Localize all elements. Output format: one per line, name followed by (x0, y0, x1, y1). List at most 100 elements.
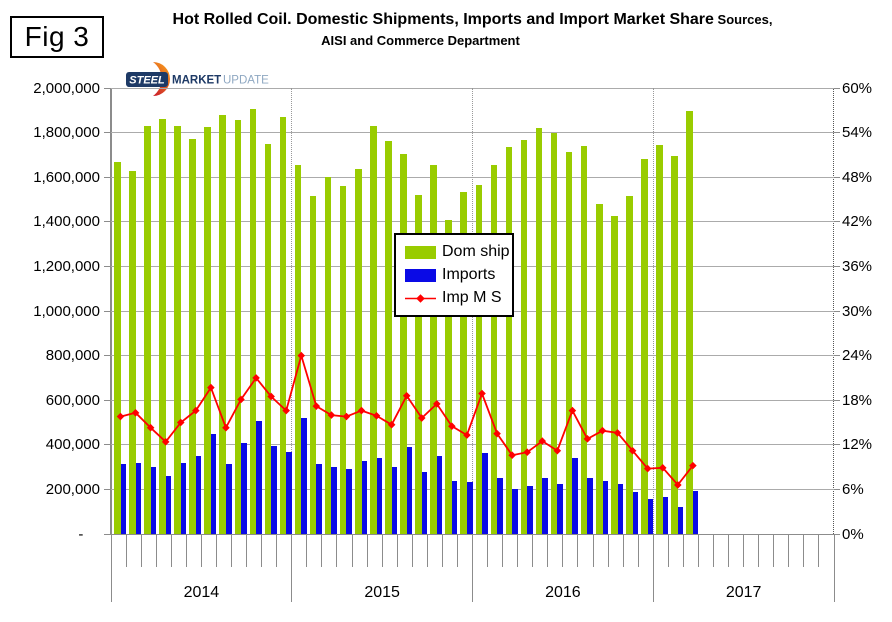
dom-ship-bar (505, 146, 513, 534)
dom-ship-bar (264, 143, 272, 534)
month-tick (577, 534, 579, 567)
right-axis-tick-label: 60% (842, 79, 873, 97)
right-axis-tick (834, 533, 840, 535)
imp-ms-line (120, 352, 694, 487)
imports-bar (587, 477, 594, 534)
month-tick (517, 534, 519, 567)
month-tick (562, 534, 564, 567)
right-axis-tick (834, 488, 840, 490)
right-axis-tick-label: 18% (842, 391, 873, 409)
imports-bar (512, 488, 518, 534)
month-tick (456, 534, 458, 567)
legend-label-imports: Imports (442, 266, 496, 283)
imports-bar (135, 463, 142, 534)
left-axis-tick (104, 533, 111, 535)
logo-word-market: MARKET (172, 75, 221, 87)
left-axis-tick (104, 221, 111, 223)
imports-bar (391, 466, 398, 534)
dom-ship-bar (279, 117, 287, 534)
legend: Dom ship Imports Imp M S (394, 233, 514, 317)
logo-word-steel: STEEL (129, 75, 165, 87)
dom-ship-bar (626, 196, 633, 534)
imports-bar (195, 455, 202, 534)
left-axis-tick (104, 488, 111, 490)
imports-bar (647, 498, 654, 534)
dom-ship-bar (445, 219, 452, 534)
left-axis-tick-label: - (78, 525, 100, 543)
month-tick (607, 534, 609, 567)
month-tick (818, 534, 820, 567)
month-tick (246, 534, 248, 567)
month-tick (592, 534, 594, 567)
dom-ship-bar (475, 185, 482, 534)
imports-bar (497, 477, 503, 534)
month-tick (276, 534, 278, 567)
legend-label-dom-ship: Dom ship (442, 243, 510, 260)
figure-label-box: Fig 3 (10, 16, 104, 58)
dom-ship-bar (671, 156, 678, 534)
right-axis-tick-label: 30% (842, 302, 873, 320)
left-axis-tick-label: 200,000 (45, 480, 100, 498)
dom-ship-bar (309, 195, 317, 534)
month-tick (758, 534, 760, 567)
dom-ship-bar (550, 132, 558, 534)
month-tick (803, 534, 805, 567)
left-axis-tick (104, 265, 111, 267)
dom-ship-bar (520, 140, 528, 534)
month-tick (125, 534, 127, 567)
chart-title: Hot Rolled Coil. Domestic Shipments, Imp… (111, 11, 834, 29)
imports-bar (436, 456, 443, 534)
dom-ship-bar (144, 125, 151, 534)
imports-bar (271, 446, 277, 534)
dom-ship-bar (535, 128, 543, 534)
year-boundary-tick (472, 534, 473, 602)
imports-bar (241, 443, 247, 534)
left-axis-tick (104, 132, 111, 134)
imports-bar (602, 481, 609, 534)
left-axis-tick (104, 87, 111, 89)
dom-ship-bar (219, 114, 226, 534)
imports-bar (451, 481, 458, 534)
month-tick (743, 534, 745, 567)
imports-bar (692, 491, 699, 534)
right-axis-tick (834, 265, 840, 267)
month-tick (381, 534, 383, 567)
right-axis-tick-label: 24% (842, 347, 873, 365)
dom-ship-bar (641, 158, 648, 534)
imports-bar (572, 458, 578, 534)
month-tick (441, 534, 443, 567)
left-axis-tick-label: 400,000 (45, 436, 100, 454)
year-boundary-tick (291, 534, 293, 602)
right-axis-tick (834, 399, 840, 401)
imports-bar (376, 457, 383, 534)
imports-bar (346, 469, 353, 534)
legend-item-imp-ms: Imp M S (405, 289, 512, 307)
year-boundary-tick (833, 534, 835, 602)
left-axis-tick (104, 355, 111, 357)
dom-ship-bar (129, 170, 136, 534)
right-axis-tick-label: 42% (842, 213, 873, 231)
month-tick (697, 534, 699, 567)
imports-bar (120, 463, 127, 534)
dom-ship-bar (370, 125, 377, 534)
left-axis-tick (104, 176, 111, 178)
logo-word-update: UPDATE (223, 75, 269, 87)
year-label-2015: 2015 (364, 584, 400, 601)
month-tick (547, 534, 549, 567)
figure-label: Fig 3 (24, 21, 90, 52)
dom-ship-bar (324, 176, 332, 534)
dom-ship-bar (415, 194, 422, 534)
year-separator (291, 88, 293, 534)
dom-ship-bar (339, 186, 347, 534)
month-tick (140, 534, 142, 567)
left-axis-tick-label: 1,200,000 (33, 257, 100, 275)
imports-bar (466, 482, 473, 534)
dom-ship-bar (580, 146, 588, 534)
dom-ship-bar (204, 127, 211, 534)
dom-ship-bar (189, 138, 196, 534)
right-axis-tick (834, 444, 840, 446)
legend-label-imp-ms: Imp M S (442, 289, 502, 306)
imp-ms-line-sample-icon (405, 293, 436, 303)
left-axis-tick (104, 444, 111, 446)
